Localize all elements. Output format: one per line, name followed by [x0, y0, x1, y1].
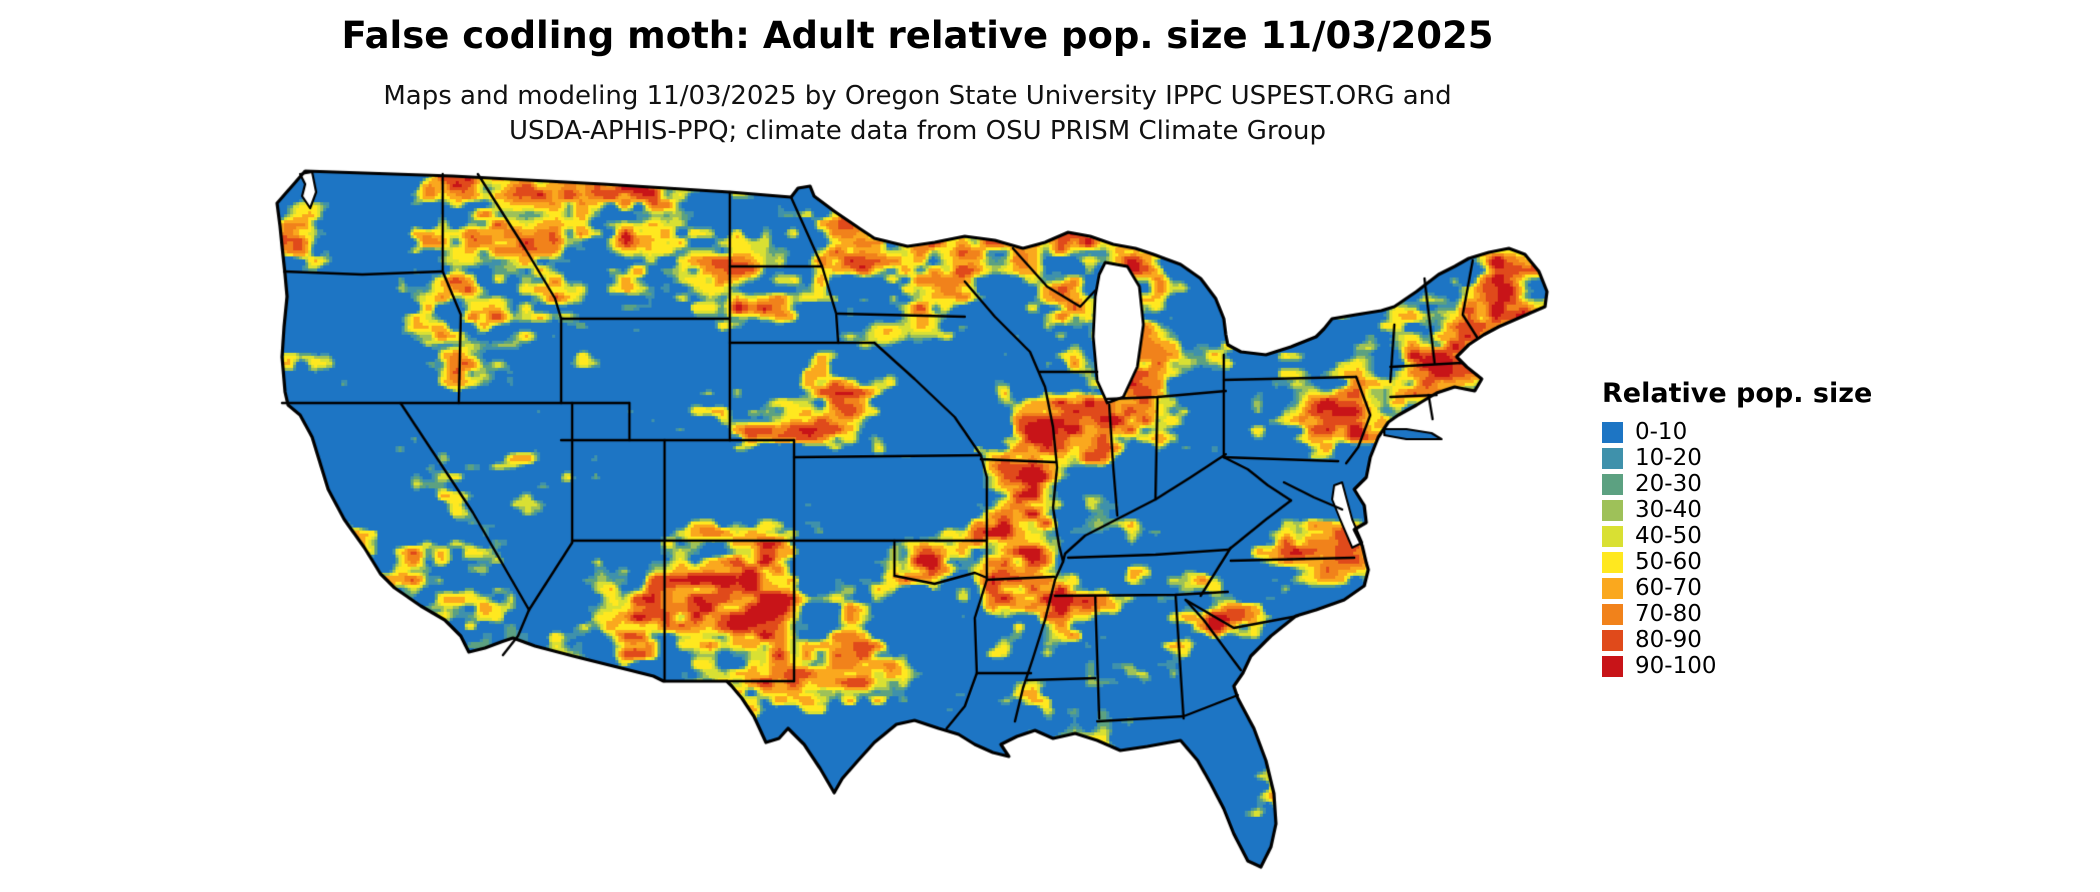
legend: Relative pop. size 0-10 10-20 20-30 30-40 40…	[1602, 378, 1902, 679]
us-map-canvas	[272, 166, 1557, 882]
legend-swatch	[1602, 551, 1623, 573]
subtitle-line-1: Maps and modeling 11/03/2025 by Oregon S…	[383, 81, 1452, 111]
legend-swatch	[1602, 447, 1623, 469]
legend-swatch	[1602, 421, 1623, 443]
legend-item: 40-50	[1602, 523, 1902, 549]
legend-swatch	[1602, 525, 1623, 547]
legend-swatch	[1602, 499, 1623, 521]
map-subtitle: Maps and modeling 11/03/2025 by Oregon S…	[0, 79, 1835, 149]
subtitle-line-2: USDA-APHIS-PPQ; climate data from OSU PR…	[509, 116, 1326, 146]
legend-item-label: 90-100	[1635, 653, 1717, 679]
page-title: False codling moth: Adult relative pop. …	[341, 14, 1494, 57]
legend-item-label: 20-30	[1635, 471, 1702, 497]
legend-swatch	[1602, 603, 1623, 625]
legend-item: 30-40	[1602, 497, 1902, 523]
legend-item-label: 10-20	[1635, 445, 1702, 471]
legend-swatch	[1602, 655, 1623, 677]
legend-item: 80-90	[1602, 627, 1902, 653]
us-map	[272, 166, 1557, 882]
legend-item-label: 60-70	[1635, 575, 1702, 601]
legend-item: 20-30	[1602, 471, 1902, 497]
legend-item-label: 30-40	[1635, 497, 1702, 523]
legend-item: 0-10	[1602, 419, 1902, 445]
legend-items: 0-10 10-20 20-30 30-40 40-50 50-60 60-70 70-80 8…	[1602, 419, 1902, 679]
header: False codling moth: Adult relative pop. …	[0, 14, 1835, 149]
legend-item-label: 70-80	[1635, 601, 1702, 627]
legend-title: Relative pop. size	[1602, 378, 1873, 409]
legend-item: 70-80	[1602, 601, 1902, 627]
legend-swatch	[1602, 629, 1623, 651]
legend-item-label: 0-10	[1635, 419, 1688, 445]
legend-item: 50-60	[1602, 549, 1902, 575]
legend-item-label: 40-50	[1635, 523, 1702, 549]
legend-item-label: 80-90	[1635, 627, 1702, 653]
legend-swatch	[1602, 473, 1623, 495]
legend-item: 60-70	[1602, 575, 1902, 601]
legend-item: 90-100	[1602, 653, 1902, 679]
legend-item: 10-20	[1602, 445, 1902, 471]
legend-swatch	[1602, 577, 1623, 599]
legend-item-label: 50-60	[1635, 549, 1702, 575]
